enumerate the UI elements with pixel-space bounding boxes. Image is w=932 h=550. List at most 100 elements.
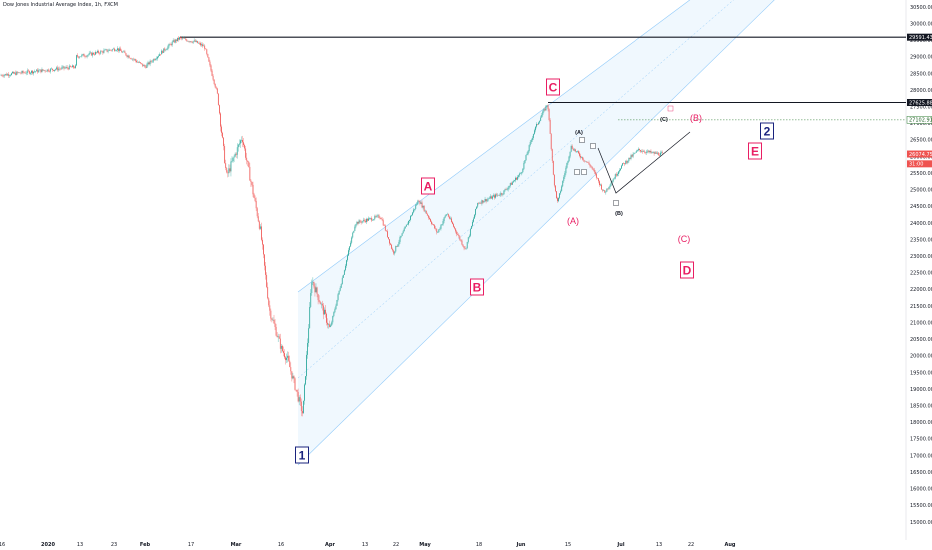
y-tick-label: 21000.00 <box>910 320 932 326</box>
candle-body <box>550 133 552 150</box>
candle-body <box>48 71 50 72</box>
candle-body <box>605 191 607 193</box>
candle-body <box>296 389 298 393</box>
candle-body <box>460 239 462 241</box>
candle-body <box>377 215 379 216</box>
candle-body <box>559 193 560 198</box>
candle-body <box>220 113 221 127</box>
candle-body <box>409 219 410 221</box>
y-tick-label: 22000.00 <box>910 287 932 293</box>
candle-body <box>97 50 98 53</box>
candle-body <box>648 150 650 153</box>
candle-body <box>119 48 121 51</box>
candle-body <box>362 219 364 222</box>
wedge-lines <box>597 131 691 194</box>
candle-body <box>124 51 126 54</box>
candle-body <box>625 160 627 165</box>
candle-body <box>151 61 153 63</box>
candle-body <box>459 236 461 240</box>
wave-label: D <box>683 264 692 278</box>
candle-body <box>435 228 437 229</box>
candle-body <box>643 151 644 152</box>
candle-body <box>126 55 128 57</box>
y-tick-label: 30000.00 <box>910 21 932 27</box>
candle-body <box>613 178 615 180</box>
candle-body <box>224 146 226 164</box>
candle-body <box>46 69 48 72</box>
x-tick-label: 22 <box>393 542 399 548</box>
candle-body <box>369 218 370 219</box>
candle-body <box>378 215 380 218</box>
candle-body <box>216 88 218 94</box>
candle-body <box>24 72 26 74</box>
candle-body <box>503 190 505 195</box>
x-tick-label: Jul <box>616 542 624 548</box>
candle-body <box>345 265 346 271</box>
candle-body <box>128 55 130 58</box>
candle-body <box>384 225 386 231</box>
candle-body <box>442 221 444 225</box>
candle-body <box>524 160 526 163</box>
candle-body <box>577 151 578 152</box>
wave-label-box <box>470 278 484 296</box>
candle-body <box>410 216 411 220</box>
candle-body <box>523 162 525 169</box>
wave-label-box <box>421 177 435 195</box>
candle-body <box>179 37 180 40</box>
candle-body <box>511 182 513 185</box>
wave-label: (C) <box>660 117 668 123</box>
candle-body <box>585 161 587 163</box>
candle-body <box>606 188 608 192</box>
candle-body <box>70 66 72 68</box>
candle-body <box>379 217 381 219</box>
candle-body <box>11 73 12 76</box>
candle-body <box>229 168 231 172</box>
candle-body <box>80 56 82 57</box>
candle-body <box>275 326 277 336</box>
candle-body <box>451 218 452 223</box>
candle-body <box>552 160 554 175</box>
candle-body <box>93 52 94 55</box>
candle-body <box>129 57 131 59</box>
candle-body <box>637 148 639 151</box>
candle-body <box>34 71 35 72</box>
candle-body <box>343 270 345 275</box>
candle-body <box>51 68 52 70</box>
candle-body <box>2 75 4 77</box>
candle-body <box>300 401 302 412</box>
candle-body <box>649 150 651 153</box>
candle-body <box>508 185 510 188</box>
horizontal-lines <box>180 36 906 121</box>
candle-body <box>518 175 520 177</box>
candle-body <box>475 208 476 215</box>
candle-body <box>150 60 152 62</box>
channel-lower-line <box>297 0 775 466</box>
y-tick-label: 20000.00 <box>910 354 932 360</box>
candle-body <box>595 173 597 178</box>
wave-marker-box <box>579 137 585 143</box>
candle-body <box>199 43 200 44</box>
candle-body <box>18 72 20 73</box>
candle-body <box>10 75 11 76</box>
candle-body <box>145 66 147 68</box>
candle-body <box>100 51 102 54</box>
candle-body <box>258 221 260 229</box>
candle-body <box>40 69 42 73</box>
candle-body <box>238 143 240 145</box>
candle-body <box>170 44 172 46</box>
candle-body <box>287 355 289 358</box>
candle-body <box>228 168 230 174</box>
price-tag-label: 26074.75 <box>909 152 932 158</box>
candle-body <box>242 139 243 143</box>
candle-body <box>9 75 10 76</box>
candle-body <box>352 232 354 238</box>
candle-body <box>64 67 66 69</box>
candle-body <box>280 345 282 349</box>
candle-body <box>101 51 103 52</box>
candle-body <box>315 287 317 293</box>
candle-body <box>164 48 166 51</box>
candle-body <box>321 303 323 306</box>
price-tag <box>907 98 932 106</box>
candle-body <box>202 44 203 47</box>
